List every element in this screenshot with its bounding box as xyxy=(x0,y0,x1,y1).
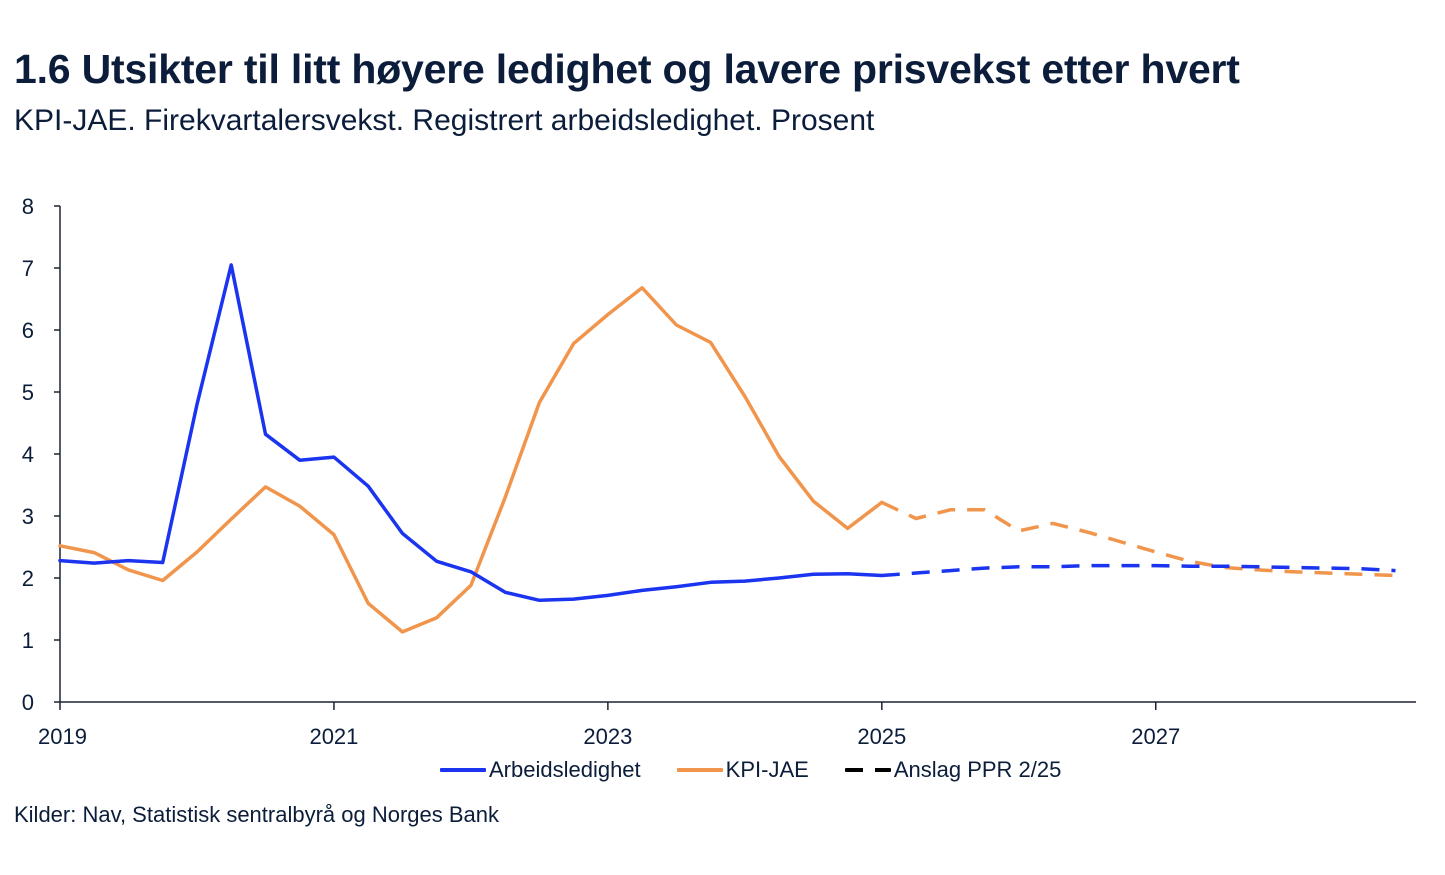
y-tick-label: 5 xyxy=(22,380,34,405)
y-tick-label: 7 xyxy=(22,256,34,281)
series-forecast-cpi xyxy=(881,500,1396,578)
y-tick-label: 1 xyxy=(22,628,34,653)
y-tick-label: 8 xyxy=(22,194,34,219)
y-tick-label: 4 xyxy=(22,442,34,467)
legend-swatch-cpi xyxy=(676,768,723,772)
legend-item-forecast: Anslag PPR 2/25 xyxy=(844,757,1062,783)
x-axis: 2019 2021 2023 2025 2027 xyxy=(38,701,1416,749)
series-lines xyxy=(58,263,1396,634)
series-line-cpi xyxy=(58,286,884,634)
chart-legend: Arbeidsledighet KPI-JAE Anslag PPR 2/25 xyxy=(440,755,1061,785)
legend-label-unemployment: Arbeidsledighet xyxy=(489,757,641,782)
legend-swatch-unemployment xyxy=(440,768,486,772)
y-axis: 0 1 2 3 4 5 6 7 8 xyxy=(22,194,61,715)
y-tick-label: 2 xyxy=(22,566,34,591)
x-tick-label: 2025 xyxy=(857,724,906,749)
legend-swatch-forecast xyxy=(844,768,891,772)
legend-item-unemployment: Arbeidsledighet xyxy=(440,757,641,783)
series-line-unemployment xyxy=(58,263,884,603)
legend-label-forecast: Anslag PPR 2/25 xyxy=(893,757,1062,782)
x-tick-label: 2027 xyxy=(1131,724,1180,749)
y-tick-label: 0 xyxy=(22,690,34,715)
chart-title: 1.6 Utsikter til litt høyere ledighet og… xyxy=(14,46,1240,92)
series-forecast-unemployment xyxy=(881,563,1396,578)
x-tick-label: 2019 xyxy=(38,724,87,749)
x-tick-label: 2021 xyxy=(309,724,358,749)
y-tick-label: 6 xyxy=(22,318,34,343)
legend-item-cpi: KPI-JAE xyxy=(676,757,809,783)
legend-label-cpi: KPI-JAE xyxy=(725,757,809,782)
x-tick-label: 2023 xyxy=(583,724,632,749)
chart-subtitle: KPI-JAE. Firekvartalersvekst. Registrert… xyxy=(14,104,875,137)
y-tick-label: 3 xyxy=(22,504,34,529)
source-note: Kilder: Nav, Statistisk sentralbyrå og N… xyxy=(14,802,500,827)
